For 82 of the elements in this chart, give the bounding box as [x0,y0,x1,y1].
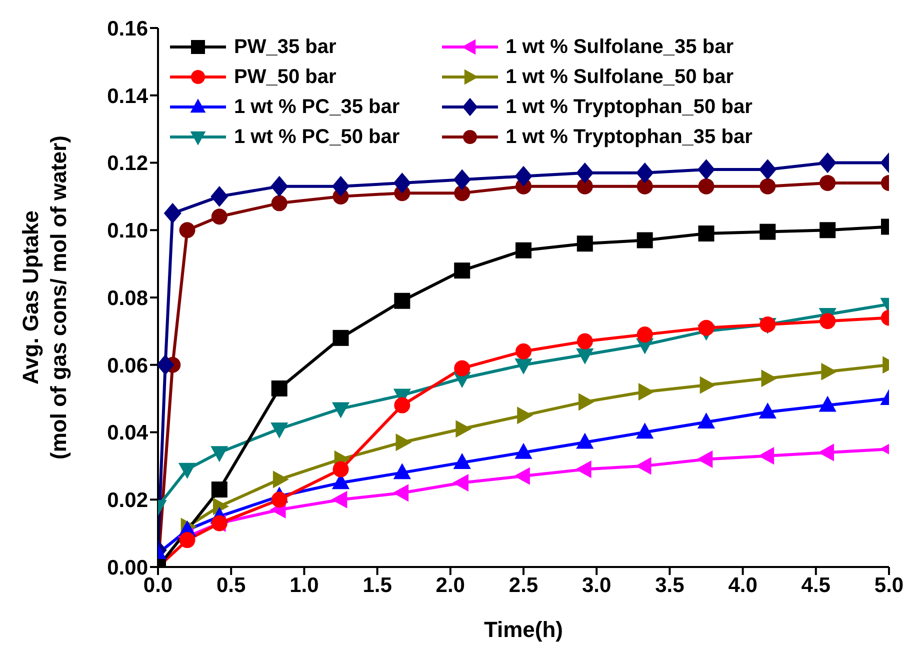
y-tick-label: 0.16 [107,17,148,40]
point [820,174,836,191]
legend-label: 1 wt % Sulfolane_50 bar [506,66,734,88]
y-axis-title: Avg. Gas Uptake (mol of gas cons/ mol of water) [18,136,71,460]
x-tick-label: 4.5 [801,574,831,597]
y-tick-label: 0.02 [107,489,148,512]
legend-label: 1 wt % Sulfolane_35 bar [506,36,734,58]
point [211,482,228,498]
legend-label: PW_35 bar [234,36,336,58]
point [393,172,411,194]
point [270,176,288,197]
point [697,159,716,180]
point [636,232,653,248]
point [454,262,470,279]
point [636,178,653,194]
x-tick-label: 0.5 [216,574,246,597]
y-tick-label: 0.14 [107,84,148,108]
point [271,195,288,212]
point [698,225,714,242]
point [211,208,228,225]
y-tick-label: 0.06 [107,354,148,378]
point [758,159,776,180]
point [270,422,288,438]
point [332,330,349,346]
x-axis-title: Time(h) [484,617,564,642]
point [818,152,836,174]
point [453,169,471,190]
point [760,178,776,194]
point [164,202,182,224]
legend-label: 1 wt % PC_50 bar [234,126,400,148]
point [696,450,713,468]
point [576,333,593,350]
point [820,222,836,238]
x-tick-label: 3.5 [655,574,685,597]
point [210,446,228,462]
point [394,397,410,414]
x-tick-label: 0.0 [143,574,173,597]
x-tick-label: 1.5 [362,574,392,597]
point [158,354,174,376]
x-tick-label: 1.0 [290,574,319,597]
x-tick-label: 4.0 [728,574,758,597]
point [514,166,532,187]
point [576,162,594,184]
point [210,186,228,207]
x-tick-label: 5.0 [874,574,904,597]
point [760,224,776,240]
x-tick-label: 2.5 [508,574,538,597]
y-tick-label: 0.08 [107,286,148,310]
point [516,242,532,258]
y-tick-label: 0.10 [107,220,148,243]
point [636,162,654,184]
x-tick-label: 2.0 [436,574,465,597]
point [332,176,350,197]
legend-label: 1 wt % PC_35 bar [234,96,400,118]
point [332,461,349,478]
point [179,532,196,548]
point [576,348,594,364]
legend-label: PW_50 bar [234,66,336,88]
point [272,470,289,488]
point [516,343,532,360]
point [698,178,714,194]
point [454,185,470,202]
point [454,360,470,376]
legend-label: 1 wt % Tryptophan_50 bar [506,96,752,118]
point [576,236,593,252]
point [514,358,532,374]
y-tick-label: 0.12 [107,152,148,176]
point [576,178,593,194]
point [394,292,410,309]
point [271,380,288,396]
point [179,222,196,238]
point [636,326,653,343]
legend-label: 1 wt % Tryptophan_35 bar [506,126,752,148]
x-tick-label: 3.0 [582,574,612,597]
point [638,383,654,401]
point [332,402,350,418]
point [392,484,409,502]
y-tick-label: 0.04 [107,422,148,445]
point [758,447,774,465]
point [820,313,836,330]
point [178,462,196,479]
point [698,320,714,336]
